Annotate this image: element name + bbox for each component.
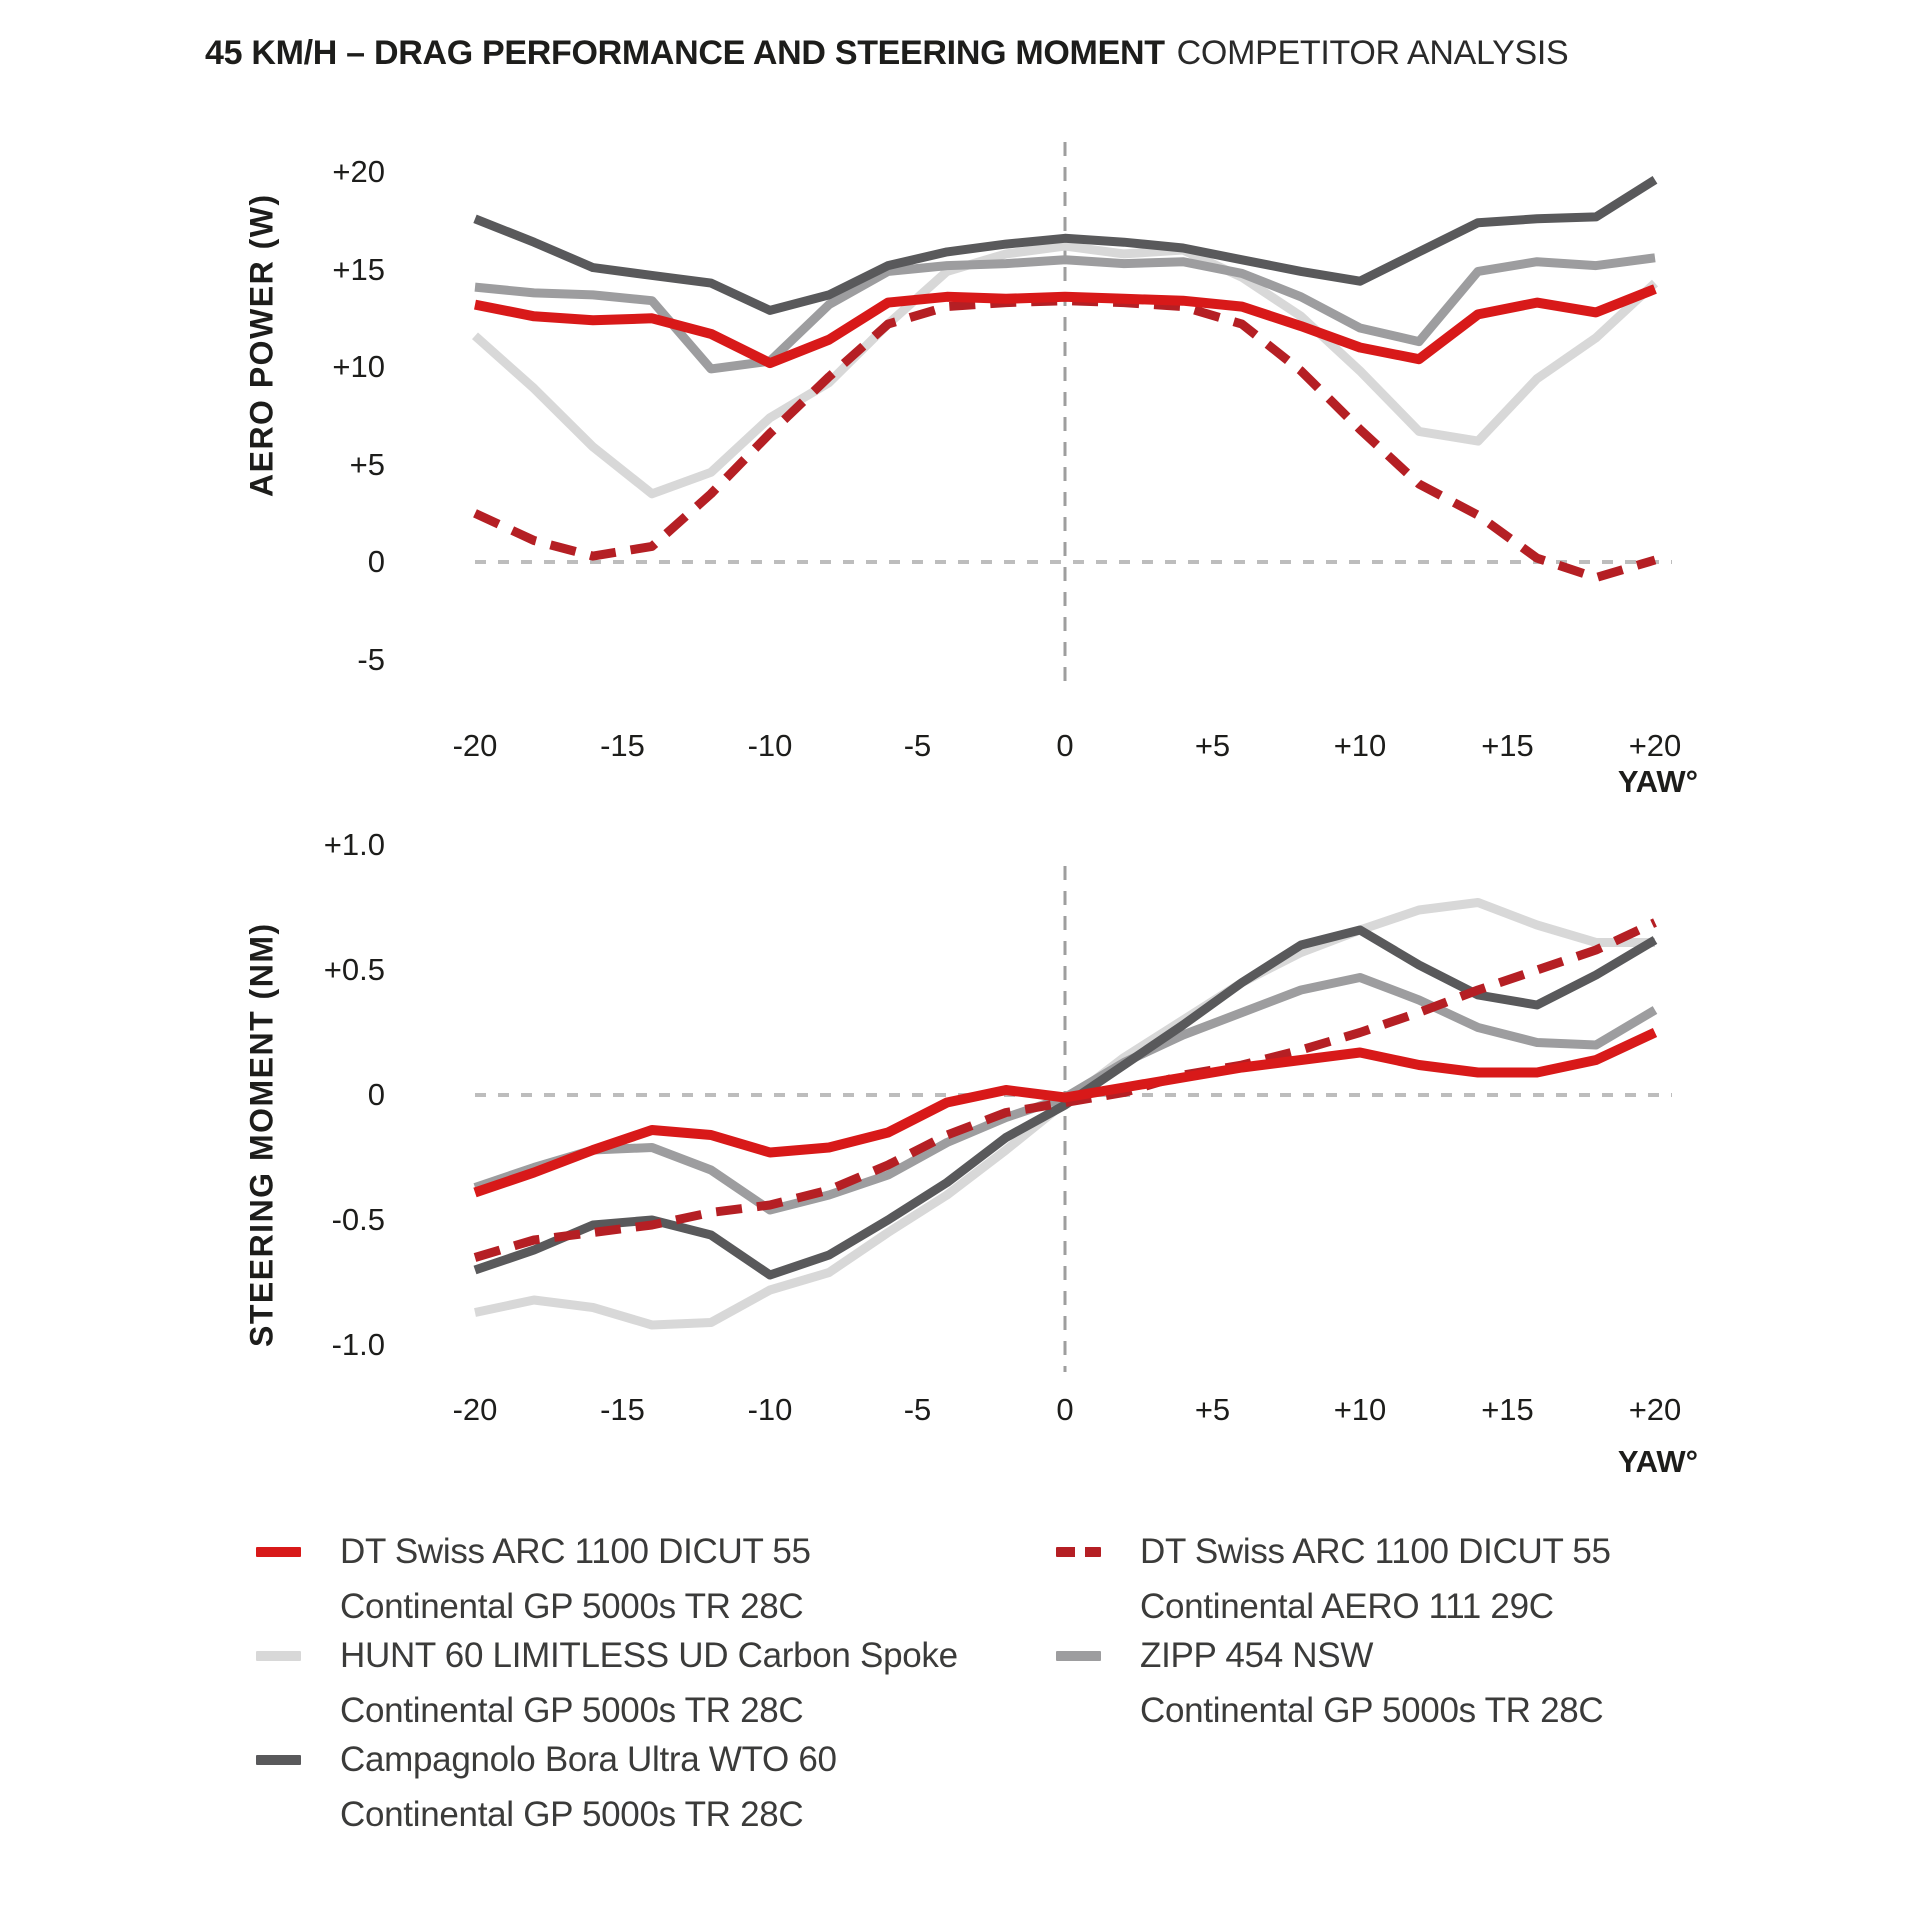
series-line [472, 241, 1659, 499]
x-tick-label: +10 [1333, 1392, 1387, 1427]
series-line [474, 284, 1657, 369]
x-tick-label: -15 [600, 728, 645, 763]
legend-item-zipp-gp5000: ZIPP 454 NSW Continental GP 5000s TR 28C [1056, 1628, 1604, 1738]
legend-product-name: ZIPP 454 NSW [1140, 1636, 1374, 1675]
x-tick-label: +15 [1481, 1392, 1534, 1427]
x-tick-label: 0 [1056, 728, 1074, 763]
aero-x-axis-label: YAW° [1617, 764, 1698, 799]
legend-tire-name: Continental GP 5000s TR 28C [340, 1795, 804, 1834]
page-title: 45 KM/H – DRAG PERFORMANCE AND STEERING … [205, 34, 1569, 73]
series-line [473, 175, 1658, 315]
legend-item-dtswiss-aero111: DT Swiss ARC 1100 DICUT 55 Continental A… [1056, 1524, 1611, 1634]
x-tick-label: -5 [903, 1392, 932, 1427]
red-dashed-line-swatch-icon [1056, 1547, 1101, 1557]
y-tick-label: -5 [357, 641, 385, 677]
y-tick-label: +5 [349, 446, 385, 482]
legend-tire-name: Continental GP 5000s TR 28C [1140, 1691, 1604, 1730]
y-tick-label: +0.5 [323, 952, 385, 987]
aero-power-chart [472, 142, 1672, 688]
legend-tire-name: Continental AERO 111 29C [1140, 1587, 1554, 1626]
x-tick-label: 0 [1056, 1392, 1074, 1427]
y-tick-label: +15 [332, 251, 385, 287]
x-tick-label: -10 [747, 728, 793, 763]
darkgray-solid-line-swatch-icon [256, 1755, 301, 1765]
page-title-main: 45 KM/H – DRAG PERFORMANCE AND STEERING … [205, 34, 1165, 72]
y-tick-label: +1.0 [323, 827, 385, 862]
x-tick-label: +15 [1481, 728, 1534, 763]
x-tick-label: -10 [747, 1392, 793, 1427]
x-tick-label: -5 [903, 728, 932, 763]
legend-product-name: Campagnolo Bora Ultra WTO 60 [340, 1740, 837, 1779]
gray-solid-line-swatch-icon [1056, 1651, 1101, 1661]
series-line [474, 898, 1655, 1330]
legend-tire-name: Continental GP 5000s TR 28C [340, 1587, 804, 1626]
legend-item-hunt-gp5000: HUNT 60 LIMITLESS UD Carbon Spoke Contin… [256, 1628, 958, 1738]
legend-item-campagnolo-gp5000: Campagnolo Bora Ultra WTO 60 Continental… [256, 1732, 837, 1842]
legend-item-dtswiss-gp5000: DT Swiss ARC 1100 DICUT 55 Continental G… [256, 1524, 811, 1634]
x-tick-label: +20 [1628, 728, 1682, 763]
steering-moment-chart [473, 866, 1672, 1372]
legend-tire-name: Continental GP 5000s TR 28C [340, 1691, 804, 1730]
x-tick-label: -20 [452, 1392, 498, 1427]
y-tick-label: +20 [332, 154, 385, 189]
x-tick-label: +20 [1628, 1392, 1682, 1427]
legend-product-name: DT Swiss ARC 1100 DICUT 55 [340, 1532, 811, 1571]
page-title-suffix: COMPETITOR ANALYSIS [1176, 34, 1569, 72]
legend-product-name: DT Swiss ARC 1100 DICUT 55 [1140, 1532, 1611, 1571]
y-tick-label: -1.0 [331, 1327, 385, 1362]
red-solid-line-swatch-icon [256, 1547, 301, 1557]
series-line [473, 296, 1657, 583]
y-tick-label: +10 [332, 349, 385, 384]
y-tick-label: -0.5 [331, 1202, 385, 1237]
steering-x-axis-label: YAW° [1617, 1444, 1698, 1479]
x-tick-label: +10 [1333, 728, 1387, 763]
x-tick-label: +5 [1194, 728, 1231, 763]
x-tick-label: +5 [1194, 1392, 1231, 1427]
series-line [473, 925, 1658, 1280]
legend-product-name: HUNT 60 LIMITLESS UD Carbon Spoke [340, 1636, 958, 1675]
series-line [473, 1027, 1658, 1198]
x-tick-label: -20 [452, 728, 498, 763]
x-tick-label: -15 [600, 1392, 645, 1427]
lightgray-solid-line-swatch-icon [256, 1651, 301, 1661]
y-tick-label: 0 [367, 1077, 385, 1112]
y-tick-label: 0 [367, 544, 385, 579]
